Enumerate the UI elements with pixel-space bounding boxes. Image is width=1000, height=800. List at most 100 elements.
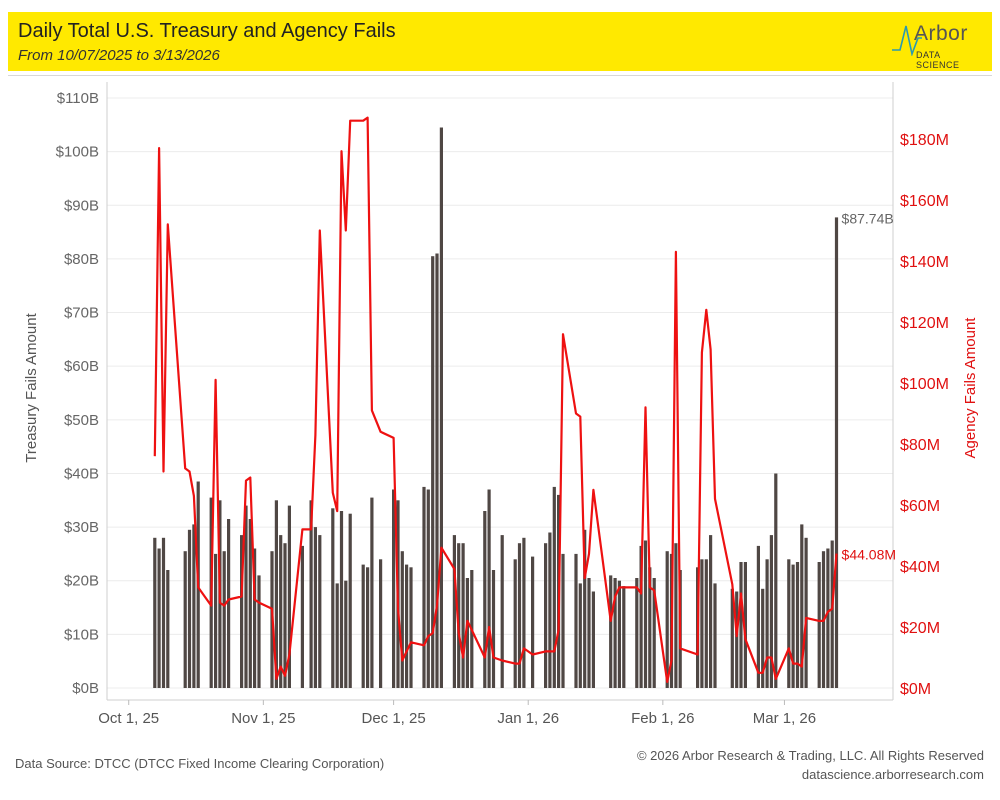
arbor-logo: Arbor DATA SCIENCE xyxy=(886,16,986,70)
treasury-bar xyxy=(405,564,409,688)
left-tick-label: $40B xyxy=(64,465,99,482)
treasury-bar xyxy=(639,545,643,688)
treasury-bar xyxy=(366,567,370,688)
treasury-bar xyxy=(465,578,469,688)
right-axis-ticks: $0M $20M $40M $60M $80M $100M $120M $140M $160M $… xyxy=(900,132,949,698)
fails-chart: $0B $10B $20B $30B $40B $50B $60B $70B $80B $90B $… xyxy=(23,82,979,727)
left-tick-label: $110B xyxy=(57,90,99,107)
treasury-bar xyxy=(765,559,769,688)
treasury-bar xyxy=(370,497,374,688)
left-tick-label: $100B xyxy=(56,144,99,161)
treasury-bar xyxy=(240,535,244,688)
treasury-bar xyxy=(487,489,491,688)
treasury-bar xyxy=(643,540,648,688)
data-source: Data Source: DTCC (DTCC Fixed Income Cle… xyxy=(15,756,385,771)
agency-line xyxy=(153,116,838,684)
treasury-bar xyxy=(583,529,587,688)
treasury-bar xyxy=(804,537,808,688)
right-tick-label: $180M xyxy=(900,132,949,149)
treasury-bar xyxy=(713,583,717,688)
treasury-bar xyxy=(761,588,765,688)
treasury-bar xyxy=(452,535,456,688)
treasury-bar xyxy=(422,486,426,688)
right-tick-label: $0M xyxy=(900,681,931,698)
right-tick-label: $120M xyxy=(900,315,949,332)
treasury-bar xyxy=(439,127,443,688)
header-banner: Daily Total U.S. Treasury and Agency Fai… xyxy=(8,12,992,71)
x-axis-ticks: Oct 1, 25 Nov 1, 25 Dec 1, 25 Jan 1, 26 Feb … xyxy=(98,700,816,727)
treasury-bar xyxy=(335,583,339,688)
treasury-bar xyxy=(287,505,291,688)
right-tick-label: $80M xyxy=(900,437,940,454)
left-tick-label: $50B xyxy=(64,412,99,429)
treasury-bar xyxy=(431,256,435,688)
treasury-bar xyxy=(652,578,656,688)
x-tick-label: Nov 1, 25 xyxy=(231,710,295,727)
logo-subtitle: DATA SCIENCE xyxy=(916,50,960,70)
treasury-bar xyxy=(183,551,187,688)
right-tick-label: $100M xyxy=(900,376,949,393)
left-tick-label: $20B xyxy=(64,573,99,590)
treasury-bar xyxy=(483,511,487,688)
left-tick-label: $70B xyxy=(64,305,99,322)
treasury-bar xyxy=(774,473,778,688)
treasury-bar xyxy=(609,575,613,688)
treasury-bar xyxy=(192,524,196,688)
treasury-bar xyxy=(578,583,582,688)
plot-frame xyxy=(106,82,894,701)
treasury-bar xyxy=(500,535,504,688)
treasury-bar xyxy=(400,551,404,688)
right-tick-label: $160M xyxy=(900,193,949,210)
treasury-bar xyxy=(491,570,496,688)
chart-title: Daily Total U.S. Treasury and Agency Fai… xyxy=(18,20,396,42)
x-tick-label: Jan 1, 26 xyxy=(497,710,559,727)
treasury-bar xyxy=(426,489,430,688)
treasury-bar xyxy=(517,543,522,688)
header-divider xyxy=(8,75,992,76)
treasury-bar xyxy=(461,543,465,688)
treasury-bars xyxy=(153,127,839,688)
logo-wordmark: Arbor xyxy=(914,22,968,45)
treasury-bar xyxy=(648,567,652,688)
treasury-bar xyxy=(318,535,322,688)
treasury-bar xyxy=(279,535,283,688)
x-tick-label: Feb 1, 26 xyxy=(631,710,694,727)
treasury-bar xyxy=(700,559,704,688)
treasury-bar xyxy=(791,564,795,688)
website-text: datascience.arborresearch.com xyxy=(801,767,984,782)
treasury-bar xyxy=(244,505,248,688)
right-tick-label: $60M xyxy=(900,498,940,515)
left-tick-label: $30B xyxy=(64,519,99,536)
value-annotation: $44.08M xyxy=(842,547,896,563)
treasury-bar xyxy=(214,553,218,688)
treasury-bar xyxy=(161,537,166,688)
treasury-bar xyxy=(826,548,830,688)
treasury-bar xyxy=(730,588,734,688)
treasury-bar xyxy=(457,543,461,688)
treasury-bar xyxy=(313,527,317,688)
left-tick-label: $90B xyxy=(64,197,99,214)
treasury-bar xyxy=(743,562,747,688)
x-tick-label: Dec 1, 25 xyxy=(361,710,425,727)
treasury-bar xyxy=(274,500,278,688)
treasury-bar xyxy=(257,575,261,688)
treasury-bar xyxy=(622,586,626,688)
treasury-bar xyxy=(830,540,834,688)
treasury-bar xyxy=(522,537,526,688)
treasury-bar xyxy=(617,580,621,688)
footer-credits: © 2026 Arbor Research & Trading, LLC. Al… xyxy=(637,746,984,784)
treasury-bar xyxy=(787,559,791,688)
treasury-bar xyxy=(166,570,170,688)
treasury-bar xyxy=(331,508,335,688)
treasury-bar xyxy=(561,553,565,688)
treasury-bar xyxy=(361,564,365,688)
treasury-bar xyxy=(157,548,161,688)
treasury-bar xyxy=(222,551,226,688)
treasury-bar xyxy=(635,578,639,688)
left-tick-label: $80B xyxy=(64,251,99,268)
treasury-bar xyxy=(739,562,743,688)
treasury-bar xyxy=(795,562,800,688)
treasury-bar xyxy=(253,548,257,688)
grid-lines xyxy=(107,97,893,689)
treasury-bar xyxy=(574,553,578,688)
